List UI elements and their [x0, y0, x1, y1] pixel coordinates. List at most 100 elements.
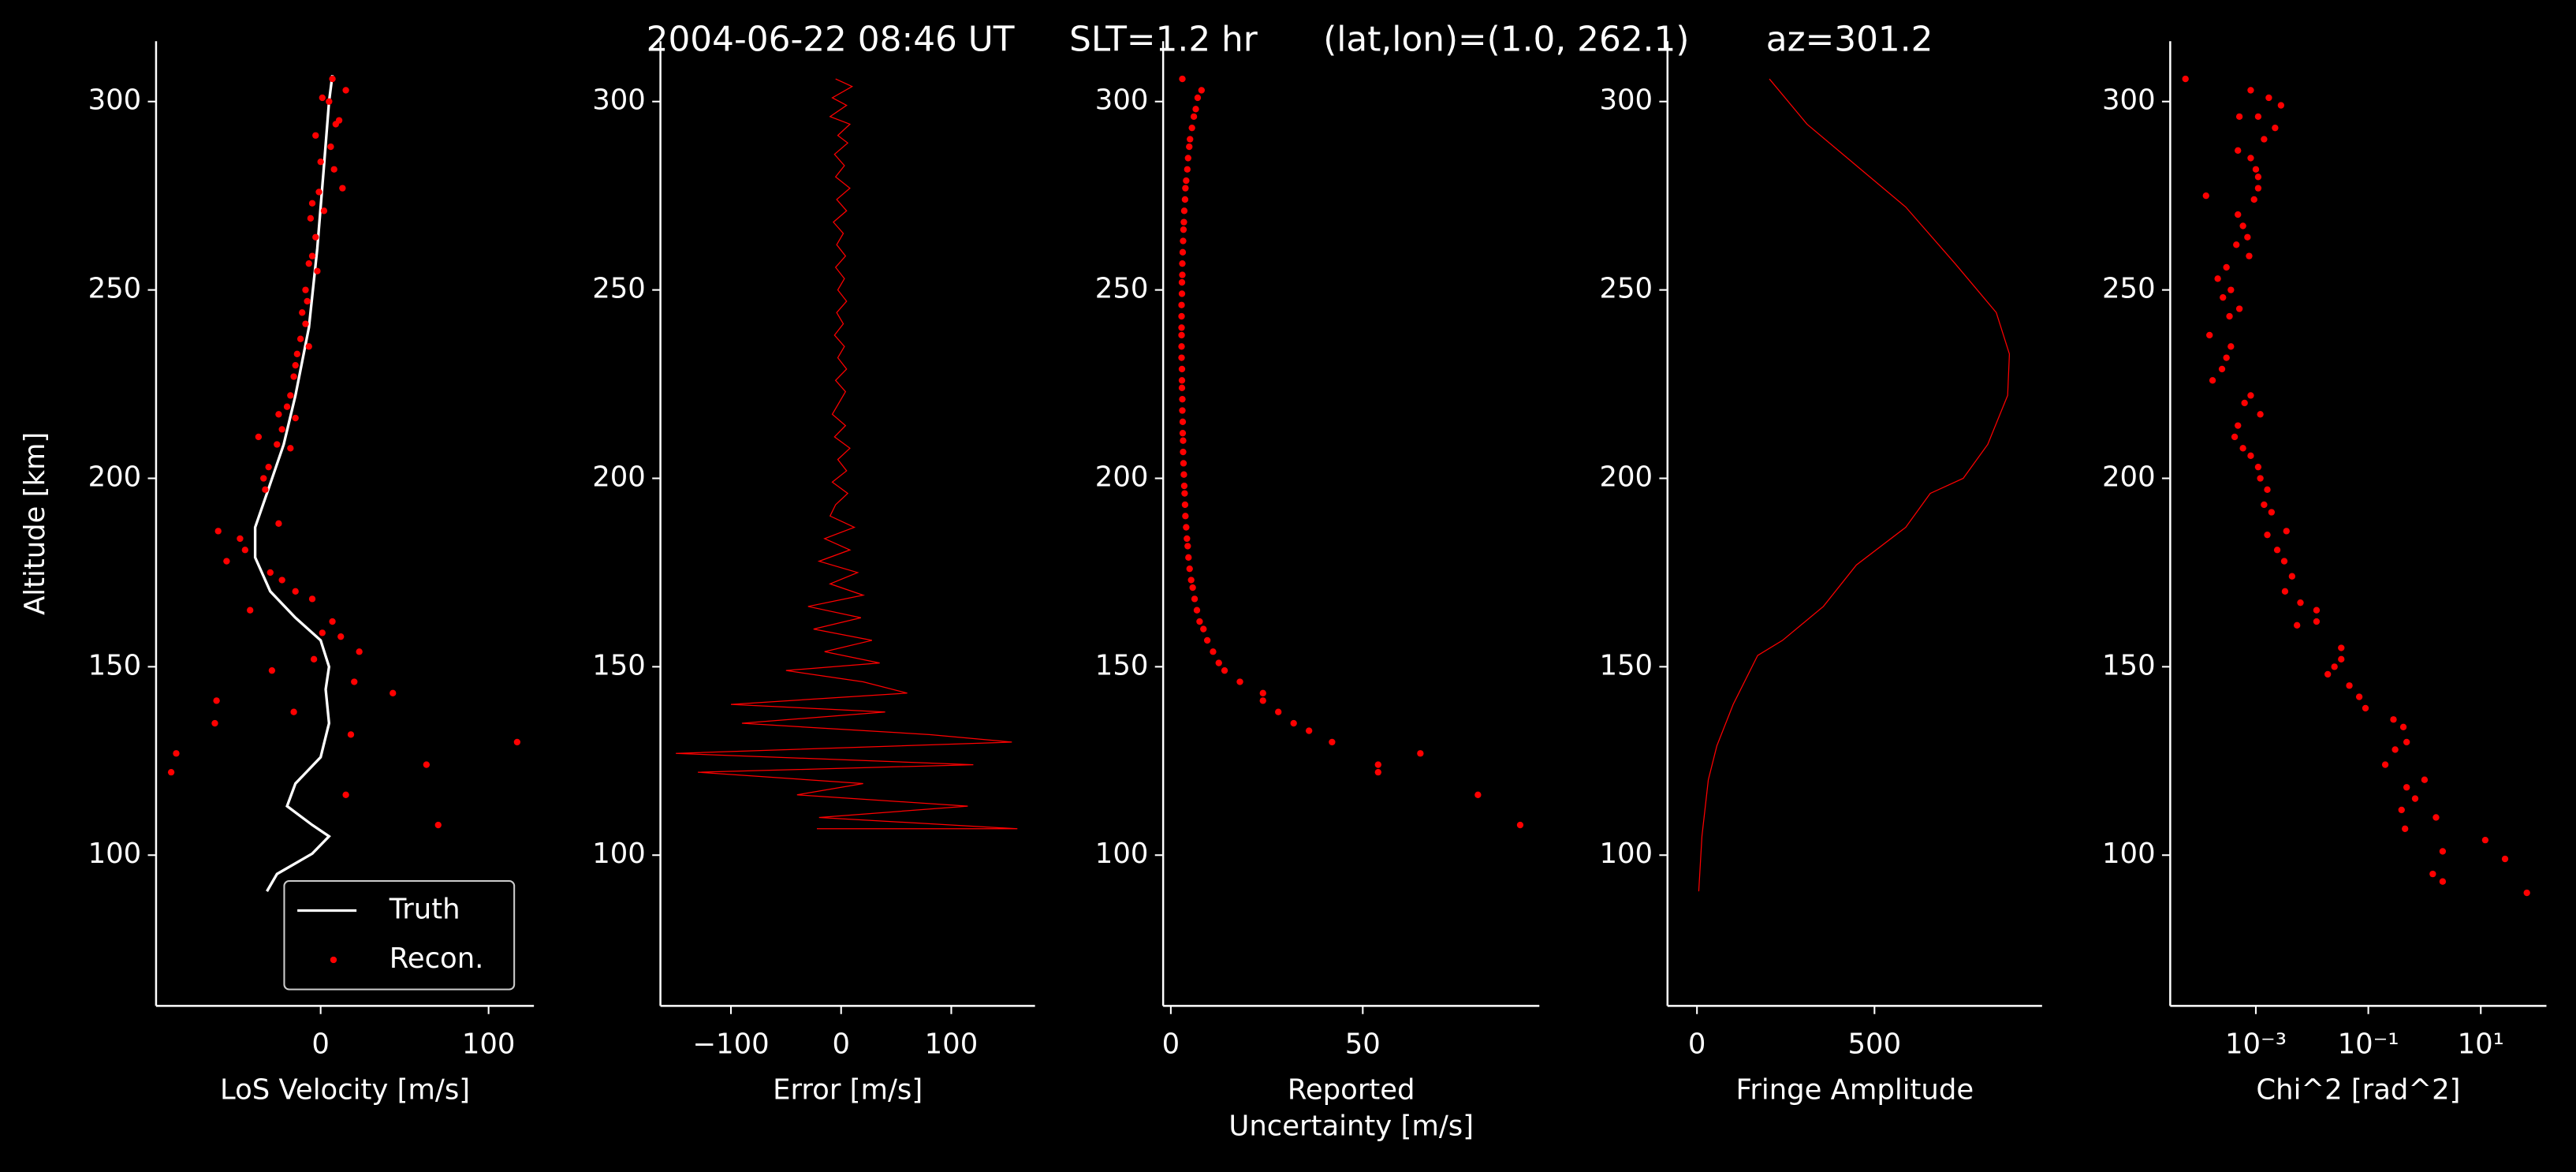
point — [1221, 666, 1228, 674]
point — [2254, 185, 2262, 192]
point — [1179, 75, 1186, 83]
point — [262, 486, 269, 493]
point — [1178, 324, 1185, 331]
point — [2501, 855, 2509, 863]
point — [2209, 377, 2216, 384]
y-axis-label: Altitude [km] — [19, 432, 51, 615]
y-tick-label: 250 — [1095, 273, 1149, 305]
point — [274, 441, 281, 448]
point — [1179, 271, 1186, 278]
point — [310, 655, 318, 663]
point — [1179, 418, 1187, 425]
point — [1215, 659, 1222, 666]
point — [2226, 312, 2233, 320]
point — [1516, 821, 1524, 829]
point — [320, 207, 328, 215]
point — [308, 595, 316, 603]
point — [1185, 554, 1192, 561]
point — [326, 98, 333, 105]
point — [2277, 102, 2285, 109]
x-tick-label: 100 — [925, 1028, 979, 1060]
point — [339, 185, 346, 192]
point — [2381, 761, 2389, 768]
point — [1290, 719, 1297, 727]
point — [2223, 354, 2230, 361]
point — [2252, 166, 2260, 173]
y-tick-label: 150 — [592, 649, 646, 681]
point — [2206, 331, 2213, 339]
y-tick-label: 300 — [592, 84, 646, 117]
point — [2481, 836, 2489, 844]
point — [1178, 343, 1185, 350]
point — [2247, 452, 2254, 459]
point — [1184, 166, 1191, 173]
point — [1184, 155, 1191, 162]
point — [1417, 750, 1424, 757]
point — [312, 132, 319, 139]
x-axis-label: Chi^2 [rad^2] — [2256, 1074, 2460, 1107]
point — [314, 267, 321, 274]
point — [2432, 814, 2440, 821]
point — [1210, 648, 1217, 655]
point — [255, 433, 263, 441]
point — [287, 445, 294, 452]
point — [2254, 113, 2262, 121]
point — [423, 761, 431, 768]
point — [1198, 87, 1206, 94]
point — [293, 350, 301, 358]
point — [2523, 889, 2530, 897]
point — [2257, 411, 2264, 418]
point — [1187, 136, 1194, 143]
point — [247, 607, 254, 614]
point — [1179, 396, 1186, 403]
point — [1191, 595, 1199, 603]
point — [1374, 761, 1381, 768]
x-tick-label: 50 — [1345, 1028, 1381, 1060]
y-tick-label: 100 — [1599, 838, 1653, 870]
point — [2439, 848, 2447, 855]
point — [223, 558, 230, 565]
point — [329, 75, 336, 83]
line — [676, 78, 1018, 830]
point — [2231, 433, 2239, 441]
point — [332, 121, 339, 128]
point — [2264, 531, 2271, 539]
point — [1236, 678, 1243, 685]
point — [2218, 365, 2226, 373]
point — [2247, 155, 2254, 162]
point — [2268, 509, 2276, 516]
point — [1180, 437, 1187, 444]
point — [1178, 312, 1185, 320]
point — [2227, 286, 2235, 293]
point — [1259, 697, 1266, 704]
point — [2235, 305, 2243, 312]
point — [434, 821, 442, 829]
point — [214, 528, 222, 535]
point — [1275, 708, 1282, 715]
point — [211, 719, 218, 727]
point — [1180, 460, 1187, 467]
point — [2355, 693, 2363, 700]
point — [2313, 607, 2321, 614]
point — [307, 215, 315, 222]
y-tick-label: 150 — [2102, 649, 2156, 681]
point — [1181, 501, 1189, 509]
point — [2398, 806, 2405, 814]
point — [2402, 825, 2409, 832]
x-tick-label: 0 — [832, 1028, 850, 1060]
point — [292, 362, 299, 369]
point — [347, 731, 355, 738]
x-tick-label: 10⁻¹ — [2338, 1028, 2399, 1060]
point — [2241, 399, 2248, 407]
point — [1188, 125, 1195, 132]
point — [265, 463, 272, 471]
x-tick-label: 0 — [1688, 1028, 1706, 1060]
point — [2235, 422, 2242, 429]
point — [1178, 331, 1185, 339]
point — [1187, 577, 1195, 584]
y-tick-label: 200 — [1599, 461, 1653, 493]
point — [1178, 278, 1186, 286]
point — [1179, 248, 1187, 256]
y-tick-label: 200 — [592, 461, 646, 493]
